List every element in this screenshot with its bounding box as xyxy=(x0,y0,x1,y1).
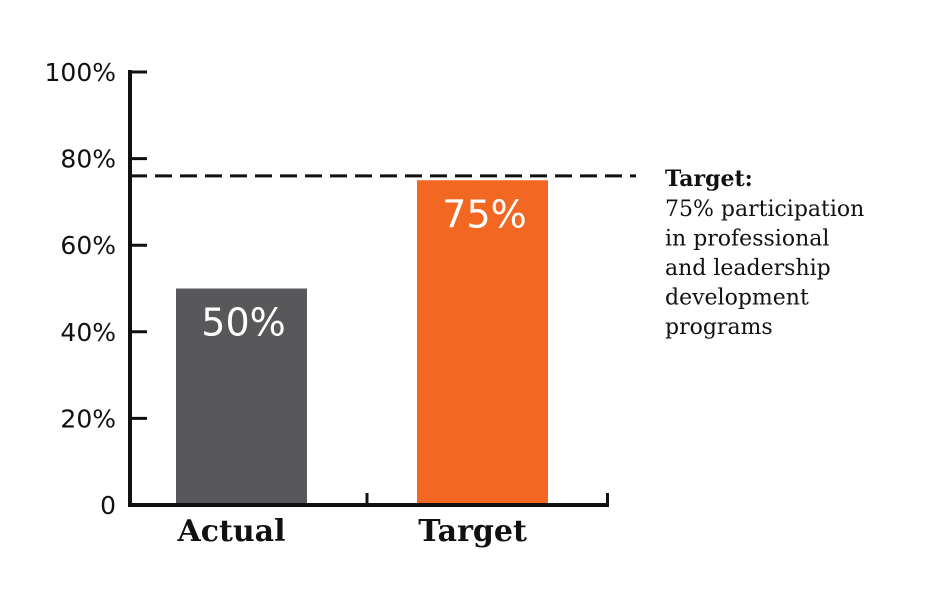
y-tick-label: 60% xyxy=(60,231,116,260)
target-annotation: Target: 75% participation in professional a… xyxy=(665,166,864,340)
target-annotation-line: 75% participation xyxy=(665,197,864,222)
target-annotation-line: development xyxy=(665,286,809,311)
bar-value-label: 75% xyxy=(442,192,526,236)
y-tick-label: 20% xyxy=(60,404,116,433)
y-tick-label: 100% xyxy=(45,58,116,87)
bar-value-label: 50% xyxy=(201,301,285,345)
category-label: Target xyxy=(418,514,527,549)
bar-actual xyxy=(176,288,307,503)
category-label: Actual xyxy=(176,514,285,549)
bar-target xyxy=(417,180,548,503)
axes: 0 20% 40% 60% 80% 100% xyxy=(45,58,609,520)
y-tick-label: 80% xyxy=(60,145,116,174)
target-annotation-line: in professional xyxy=(665,227,829,252)
target-annotation-line: and leadership xyxy=(665,256,831,281)
y-tick-label: 40% xyxy=(60,318,116,347)
target-annotation-title: Target: xyxy=(665,166,753,192)
bars: 50% Actual 75% Target xyxy=(176,180,548,549)
y-tick-label: 0 xyxy=(100,491,116,520)
target-annotation-line: programs xyxy=(665,315,773,340)
